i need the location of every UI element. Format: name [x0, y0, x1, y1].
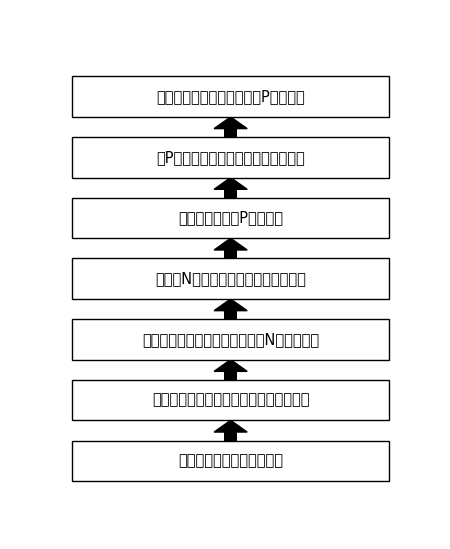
Bar — [72, 380, 389, 421]
Bar — [224, 311, 237, 319]
Bar — [224, 189, 237, 198]
Text: 在半导体缓冲层上生长组份交替超晶格层: 在半导体缓冲层上生长组份交替超晶格层 — [152, 393, 310, 407]
Bar — [224, 250, 237, 259]
Polygon shape — [214, 421, 247, 432]
Text: 在应变超晶格层基础上生长P型接触层: 在应变超晶格层基础上生长P型接触层 — [156, 89, 305, 104]
Text: 在吸收层基础上P型传输层: 在吸收层基础上P型传输层 — [178, 211, 283, 226]
Text: 在衬底上生长半导体缓冲层: 在衬底上生长半导体缓冲层 — [178, 453, 283, 468]
Polygon shape — [214, 238, 247, 250]
Text: 在P型传输层基础上生长应变超晶格层: 在P型传输层基础上生长应变超晶格层 — [156, 150, 305, 165]
Bar — [72, 198, 389, 238]
Bar — [224, 371, 237, 380]
Bar — [72, 440, 389, 481]
Polygon shape — [214, 117, 247, 128]
Bar — [72, 76, 389, 117]
Polygon shape — [214, 299, 247, 311]
Text: 在第二N型半导体层基础上生长吸收层: 在第二N型半导体层基础上生长吸收层 — [155, 271, 306, 286]
Polygon shape — [214, 360, 247, 371]
Polygon shape — [214, 177, 247, 189]
Bar — [72, 137, 389, 177]
Bar — [72, 259, 389, 299]
Bar — [224, 128, 237, 137]
Text: 在交替层基础上生长第一，第二N型半导体层: 在交替层基础上生长第一，第二N型半导体层 — [142, 332, 319, 347]
Bar — [72, 319, 389, 360]
Bar — [224, 432, 237, 440]
